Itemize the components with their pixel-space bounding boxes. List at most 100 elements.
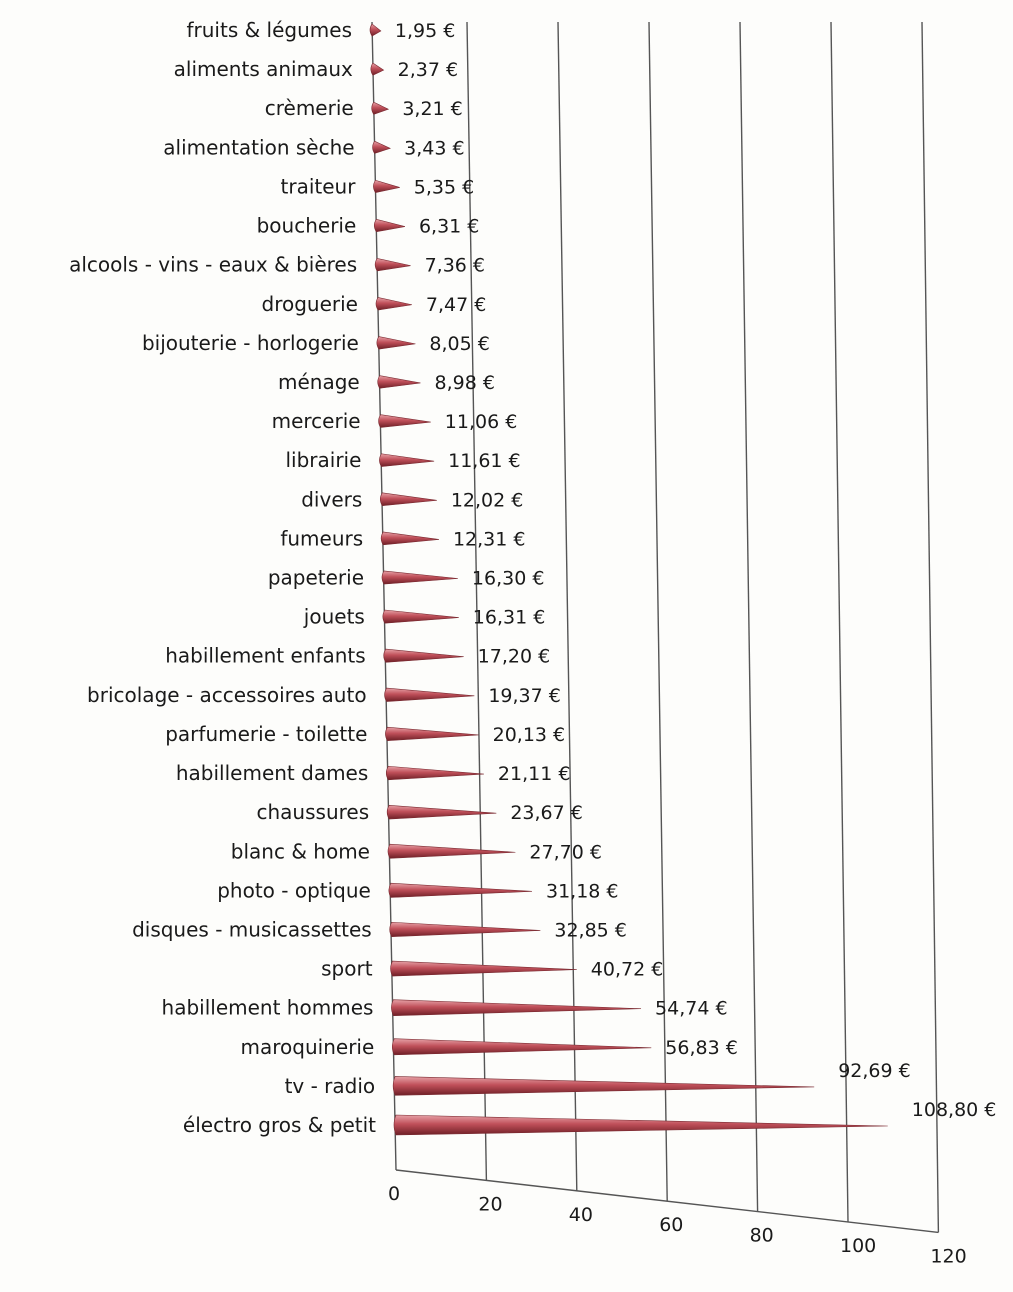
category-label: parfumerie - toilette bbox=[165, 722, 367, 746]
gridline-0 bbox=[371, 21, 397, 1171]
bar-cone bbox=[390, 960, 577, 977]
value-label: 7,36 € bbox=[425, 255, 485, 277]
value-label: 3,43 € bbox=[404, 137, 464, 159]
category-label: aliments animaux bbox=[174, 57, 353, 81]
value-label: 17,20 € bbox=[478, 646, 551, 668]
category-label: habillement enfants bbox=[165, 644, 365, 668]
value-label: 32,85 € bbox=[554, 919, 627, 941]
category-label: droguerie bbox=[262, 292, 358, 316]
category-label: habillement dames bbox=[176, 761, 368, 785]
category-label: jouets bbox=[303, 605, 365, 629]
value-labels: 1,95 € 2,37 € 3,21 € 3,43 € 5,35 € 6,31 € 7,36… bbox=[395, 20, 997, 1121]
category-label: mercerie bbox=[272, 409, 361, 433]
category-label: librairie bbox=[285, 448, 361, 472]
bar-cone bbox=[374, 258, 411, 272]
bar-cone bbox=[388, 882, 533, 898]
gridlines bbox=[371, 21, 940, 1234]
x-tick-label: 20 bbox=[478, 1193, 502, 1215]
value-label: 108,80 € bbox=[912, 1099, 997, 1121]
category-labels: fruits & légumes aliments animaux crèmerie… bbox=[69, 18, 376, 1137]
gridline-40 bbox=[557, 21, 578, 1191]
value-label: 54,74 € bbox=[655, 998, 728, 1020]
category-label: habillement hommes bbox=[162, 996, 374, 1020]
bar-cone bbox=[378, 414, 431, 428]
gridline-100 bbox=[830, 21, 849, 1223]
value-label: 21,11 € bbox=[498, 763, 571, 785]
category-label: tv - radio bbox=[285, 1074, 376, 1098]
category-label: ménage bbox=[278, 370, 360, 394]
value-label: 6,31 € bbox=[419, 216, 479, 238]
bar-cone bbox=[373, 179, 400, 193]
x-tick-label: 80 bbox=[750, 1225, 774, 1247]
x-tick-label: 120 bbox=[930, 1245, 966, 1267]
x-tick-label: 60 bbox=[659, 1214, 683, 1236]
bar-cone bbox=[379, 492, 437, 507]
category-label: alimentation sèche bbox=[163, 135, 354, 159]
value-label: 56,83 € bbox=[665, 1037, 738, 1059]
value-label: 16,31 € bbox=[473, 607, 546, 629]
gridline-20 bbox=[466, 21, 488, 1181]
bar-cone bbox=[371, 101, 390, 115]
category-label: chaussures bbox=[257, 800, 370, 824]
bar-cone bbox=[386, 804, 497, 820]
category-label: fumeurs bbox=[280, 526, 363, 550]
bar-cone bbox=[393, 1114, 888, 1136]
x-tick-label: 100 bbox=[840, 1235, 876, 1257]
bar-cone bbox=[384, 687, 475, 702]
category-label: divers bbox=[301, 487, 362, 511]
value-label: 19,37 € bbox=[488, 685, 561, 707]
bars bbox=[369, 23, 888, 1136]
category-label: photo - optique bbox=[217, 878, 371, 902]
gridline-80 bbox=[739, 21, 759, 1212]
value-label: 12,31 € bbox=[453, 528, 526, 550]
value-label: 23,67 € bbox=[510, 802, 583, 824]
x-axis-ticks: 0 20 40 60 80 100 120 bbox=[388, 1183, 967, 1267]
bar-cone bbox=[379, 453, 435, 467]
value-label: 8,05 € bbox=[429, 333, 489, 355]
category-label: fruits & légumes bbox=[186, 18, 352, 42]
category-label: bijouterie - horlogerie bbox=[142, 331, 359, 355]
gridline-60 bbox=[648, 21, 668, 1202]
value-label: 1,95 € bbox=[395, 20, 455, 42]
category-label: traiteur bbox=[281, 174, 357, 198]
category-label: sport bbox=[321, 957, 373, 981]
category-label: boucherie bbox=[257, 214, 357, 238]
value-label: 3,21 € bbox=[402, 98, 462, 120]
value-label: 5,35 € bbox=[414, 176, 474, 198]
bar-cone bbox=[373, 218, 406, 233]
bar-cone bbox=[372, 140, 391, 154]
value-label: 2,37 € bbox=[398, 59, 458, 81]
x-tick-label: 0 bbox=[388, 1183, 400, 1205]
bar-cone bbox=[383, 648, 464, 663]
x-tick-label: 40 bbox=[569, 1204, 593, 1226]
category-label: papeterie bbox=[268, 566, 364, 590]
category-label: bricolage - accessoires auto bbox=[87, 683, 367, 707]
bar-cone bbox=[389, 921, 541, 937]
value-label: 31,18 € bbox=[546, 880, 619, 902]
category-label: maroquinerie bbox=[241, 1035, 375, 1059]
bar-cone bbox=[380, 531, 440, 546]
gridline-120 bbox=[921, 21, 940, 1233]
category-label: alcools - vins - eaux & bières bbox=[69, 253, 357, 277]
bar-cone bbox=[382, 609, 459, 624]
bar-cone bbox=[376, 336, 416, 350]
bar-cone bbox=[387, 843, 516, 859]
value-label: 7,47 € bbox=[426, 294, 486, 316]
bar-cone bbox=[381, 570, 458, 585]
value-label: 12,02 € bbox=[451, 489, 524, 511]
value-label: 11,61 € bbox=[448, 450, 521, 472]
floor-edge bbox=[395, 1169, 939, 1234]
value-label: 20,13 € bbox=[493, 724, 566, 746]
bar-cone bbox=[377, 375, 421, 389]
value-label: 40,72 € bbox=[591, 959, 664, 981]
category-label: crèmerie bbox=[265, 96, 354, 120]
category-label: disques - musicassettes bbox=[132, 917, 372, 941]
category-label: électro gros & petit bbox=[183, 1113, 376, 1137]
value-label: 16,30 € bbox=[472, 568, 545, 590]
bar-cone bbox=[391, 1038, 652, 1056]
value-label: 11,06 € bbox=[445, 411, 518, 433]
bar-cone bbox=[391, 999, 642, 1016]
bar-cone bbox=[385, 726, 479, 741]
